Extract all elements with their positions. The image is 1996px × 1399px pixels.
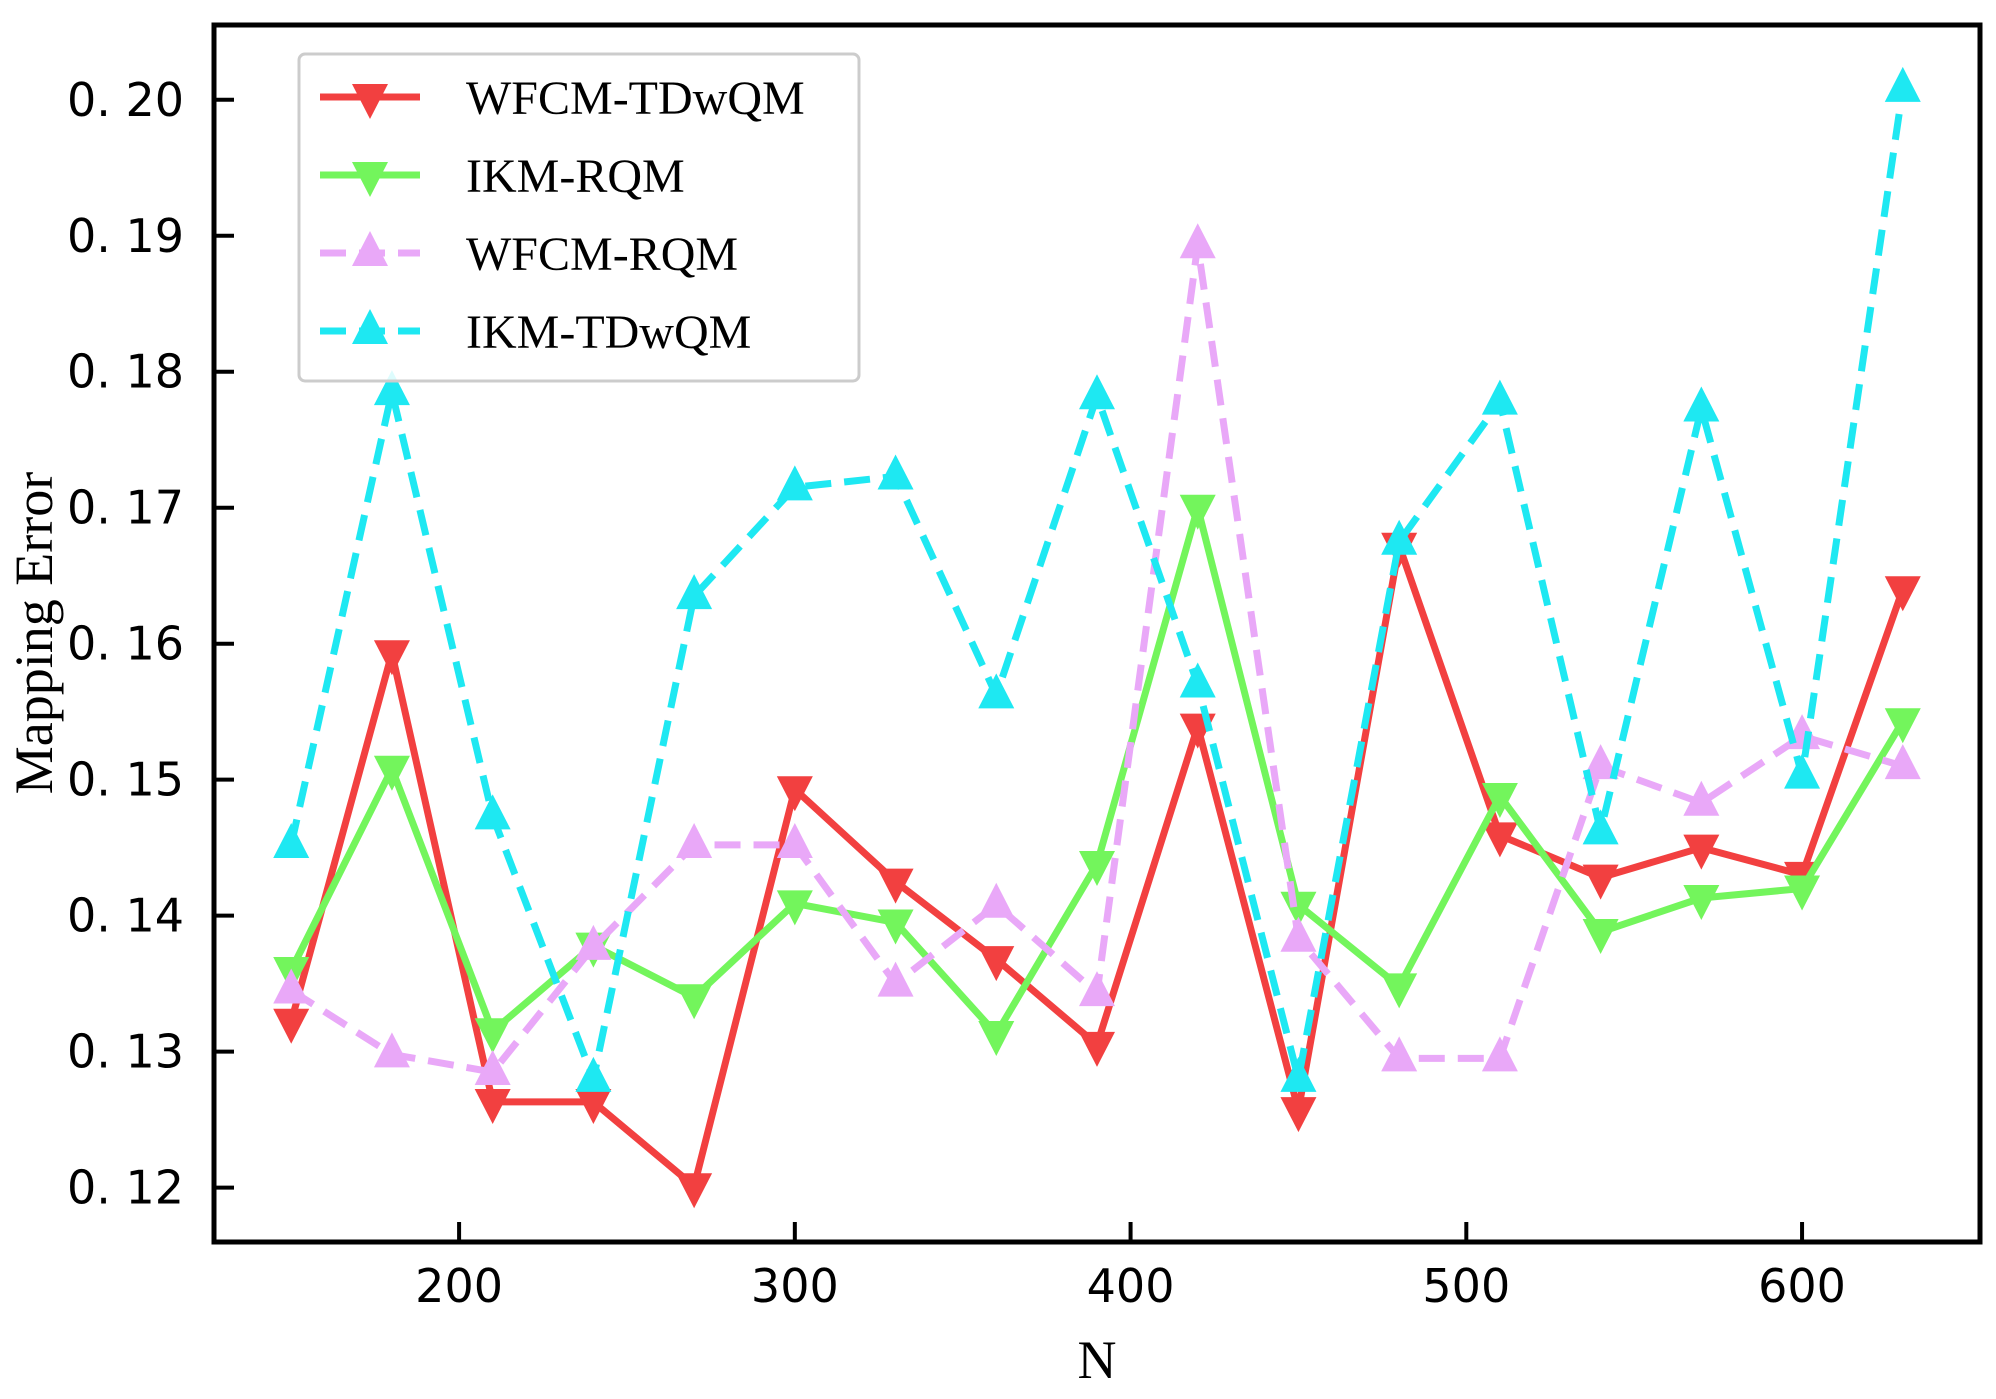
x-tick-label: 400 — [1087, 1259, 1175, 1313]
data-point — [373, 755, 410, 791]
data-point — [1481, 1036, 1518, 1072]
data-point — [1884, 708, 1921, 744]
legend-label: IKM-TDwQM — [466, 306, 751, 359]
data-point — [575, 924, 612, 960]
y-tick-label: 0. 15 — [67, 753, 184, 807]
data-point — [273, 968, 310, 1004]
legend-item: WFCM-RQM — [320, 228, 738, 281]
data-point — [1683, 834, 1720, 870]
data-point — [1381, 519, 1418, 555]
data-point — [1280, 916, 1317, 952]
data-point — [1884, 744, 1921, 780]
legend-marker — [352, 84, 388, 119]
data-point — [978, 946, 1015, 982]
y-axis-title: Mapping Error — [4, 472, 64, 794]
x-tick-label: 300 — [751, 1259, 839, 1313]
data-point — [676, 822, 713, 858]
data-point — [1884, 66, 1921, 102]
legend-label: WFCM-TDwQM — [466, 72, 805, 125]
data-point — [1683, 386, 1720, 422]
legend-items: WFCM-TDwQM IKM-RQM WFCM-RQM IKM-TDwQM — [320, 72, 805, 359]
data-point — [776, 890, 813, 926]
data-point — [575, 1088, 612, 1124]
y-tick-label: 0. 14 — [67, 889, 184, 943]
series-wfcm-rqm — [273, 223, 1921, 1086]
legend-item: WFCM-TDwQM — [320, 72, 805, 125]
data-point — [1280, 1097, 1317, 1133]
data-point — [1582, 864, 1619, 900]
data-point — [1079, 971, 1115, 1007]
data-point — [978, 673, 1015, 709]
data-point — [1079, 374, 1115, 410]
data-point — [273, 1008, 310, 1044]
legend-box — [297, 52, 861, 383]
data-point — [1079, 1031, 1115, 1067]
data-point — [877, 454, 914, 490]
data-point — [1079, 850, 1115, 886]
data-point — [1280, 1056, 1317, 1092]
y-tick-label: 0. 12 — [67, 1161, 184, 1215]
y-tick-label: 0. 18 — [67, 345, 184, 399]
x-axis-title: N — [1078, 1330, 1117, 1390]
series-ikm-tdwqm — [273, 66, 1921, 1092]
data-point — [877, 868, 914, 904]
legend-label: WFCM-RQM — [466, 228, 738, 281]
data-point — [474, 794, 511, 830]
data-point — [1683, 884, 1720, 920]
legend-item: IKM-TDwQM — [320, 306, 751, 359]
data-point — [1582, 918, 1619, 954]
legend: WFCM-TDwQM IKM-RQM WFCM-RQM IKM-TDwQM — [297, 52, 861, 383]
data-point — [978, 882, 1015, 918]
y-tick-label: 0. 20 — [67, 73, 184, 127]
y-tick-label: 0. 19 — [67, 209, 184, 263]
data-point — [1481, 822, 1518, 858]
data-point — [1582, 809, 1619, 845]
data-point — [1784, 875, 1821, 911]
data-point — [1179, 494, 1216, 530]
legend-marker — [352, 231, 388, 266]
data-point — [1381, 1036, 1418, 1072]
x-tick-label: 500 — [1422, 1259, 1510, 1313]
legend-marker — [352, 162, 388, 197]
data-point — [273, 822, 310, 858]
series-ikm-rqm — [273, 494, 1921, 1056]
data-point — [474, 1088, 511, 1124]
data-point — [1884, 576, 1921, 612]
ticks-layer: 200 300 400 500 600 0. 12 0. 13 0. 14 0. 15 0. 16… — [67, 73, 1846, 1313]
data-point — [1481, 379, 1518, 415]
data-point — [978, 1020, 1015, 1056]
data-point — [474, 1050, 511, 1086]
plot-frame — [211, 22, 1983, 1245]
legend-marker — [352, 309, 388, 344]
data-point — [1683, 780, 1720, 816]
data-point — [1179, 223, 1216, 259]
y-tick-label: 0. 17 — [67, 481, 184, 535]
data-point — [373, 370, 410, 406]
x-tick-label: 200 — [415, 1259, 503, 1313]
data-point — [877, 909, 914, 945]
data-point — [474, 1018, 511, 1054]
data-point — [676, 984, 713, 1020]
x-tick-label: 600 — [1758, 1259, 1846, 1313]
data-point — [1784, 753, 1821, 789]
y-tick-label: 0. 16 — [67, 617, 184, 671]
data-point — [1582, 744, 1619, 780]
data-point — [776, 776, 813, 812]
y-tick-label: 0. 13 — [67, 1025, 184, 1079]
data-point — [373, 640, 410, 676]
data-point — [1179, 662, 1216, 698]
data-point — [1481, 782, 1518, 818]
data-point — [676, 1173, 713, 1209]
data-point — [776, 822, 813, 858]
series-layer — [273, 66, 1921, 1209]
data-point — [575, 1056, 612, 1092]
legend-label: IKM-RQM — [466, 150, 685, 203]
data-point — [373, 1032, 410, 1068]
data-point — [877, 961, 914, 997]
data-point — [676, 574, 713, 610]
data-point — [776, 465, 813, 501]
data-point — [1381, 973, 1418, 1009]
legend-item: IKM-RQM — [320, 150, 685, 203]
